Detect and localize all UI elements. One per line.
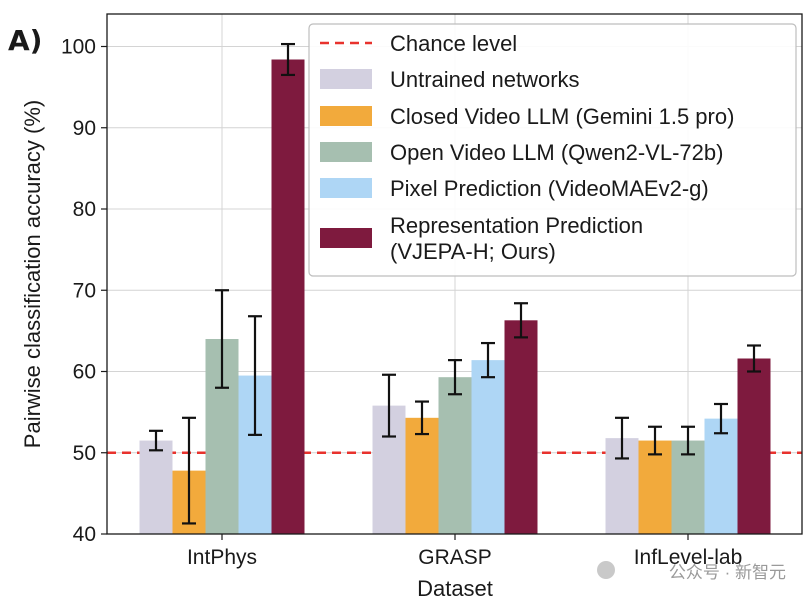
legend-label: Chance level: [390, 31, 517, 56]
bar: [271, 59, 305, 534]
legend-swatch: [320, 178, 372, 198]
x-axis-title: Dataset: [417, 576, 493, 601]
wechat-icon: [597, 561, 615, 579]
bar: [504, 320, 538, 534]
legend-box: [308, 23, 797, 277]
bar: [438, 377, 472, 534]
legend-label: (VJEPA-H; Ours): [390, 239, 556, 264]
legend-swatch: [320, 142, 372, 162]
bar: [737, 358, 771, 534]
legend-swatch: [320, 69, 372, 89]
legend-swatch: [320, 228, 372, 248]
y-tick-label: 50: [73, 442, 96, 465]
bar: [671, 440, 705, 534]
bar: [471, 360, 505, 534]
legend-label: Untrained networks: [390, 67, 580, 92]
x-tick-label: GRASP: [418, 546, 492, 569]
axis-ticks: 40 50 60 70 80 90 100 IntPhys GRASP InfLevel-lab: [61, 36, 742, 570]
bar: [139, 440, 173, 534]
legend-items: Chance level Untrained networks Closed Vid…: [320, 31, 734, 264]
legend-label: Open Video LLM (Qwen2-VL-72b): [390, 140, 723, 165]
x-tick-label: InfLevel-lab: [634, 546, 743, 569]
y-tick-label: 80: [73, 198, 96, 221]
bar: [704, 418, 738, 534]
x-tick-label: IntPhys: [187, 546, 257, 569]
legend-label: Closed Video LLM (Gemini 1.5 pro): [390, 104, 734, 129]
y-tick-label: 90: [73, 117, 96, 140]
legend: Chance level Untrained networks Closed Vid…: [308, 23, 797, 277]
y-tick-label: 60: [73, 361, 96, 384]
legend-label: Pixel Prediction (VideoMAEv2-g): [390, 176, 709, 201]
y-tick-label: 40: [73, 523, 96, 546]
error-bars: [149, 42, 761, 525]
legend-swatch: [320, 106, 372, 126]
y-tick-label: 70: [73, 279, 96, 302]
panel-label: A): [8, 24, 42, 57]
watermark-text: 公众号 · 新智元: [669, 563, 786, 582]
bar: [405, 417, 439, 534]
y-axis-title: Pairwise classification accuracy (%): [20, 100, 45, 448]
bar: [638, 440, 672, 534]
y-tick-label: 100: [61, 36, 96, 59]
bars: [139, 59, 771, 534]
legend-label: Representation Prediction: [390, 213, 643, 238]
